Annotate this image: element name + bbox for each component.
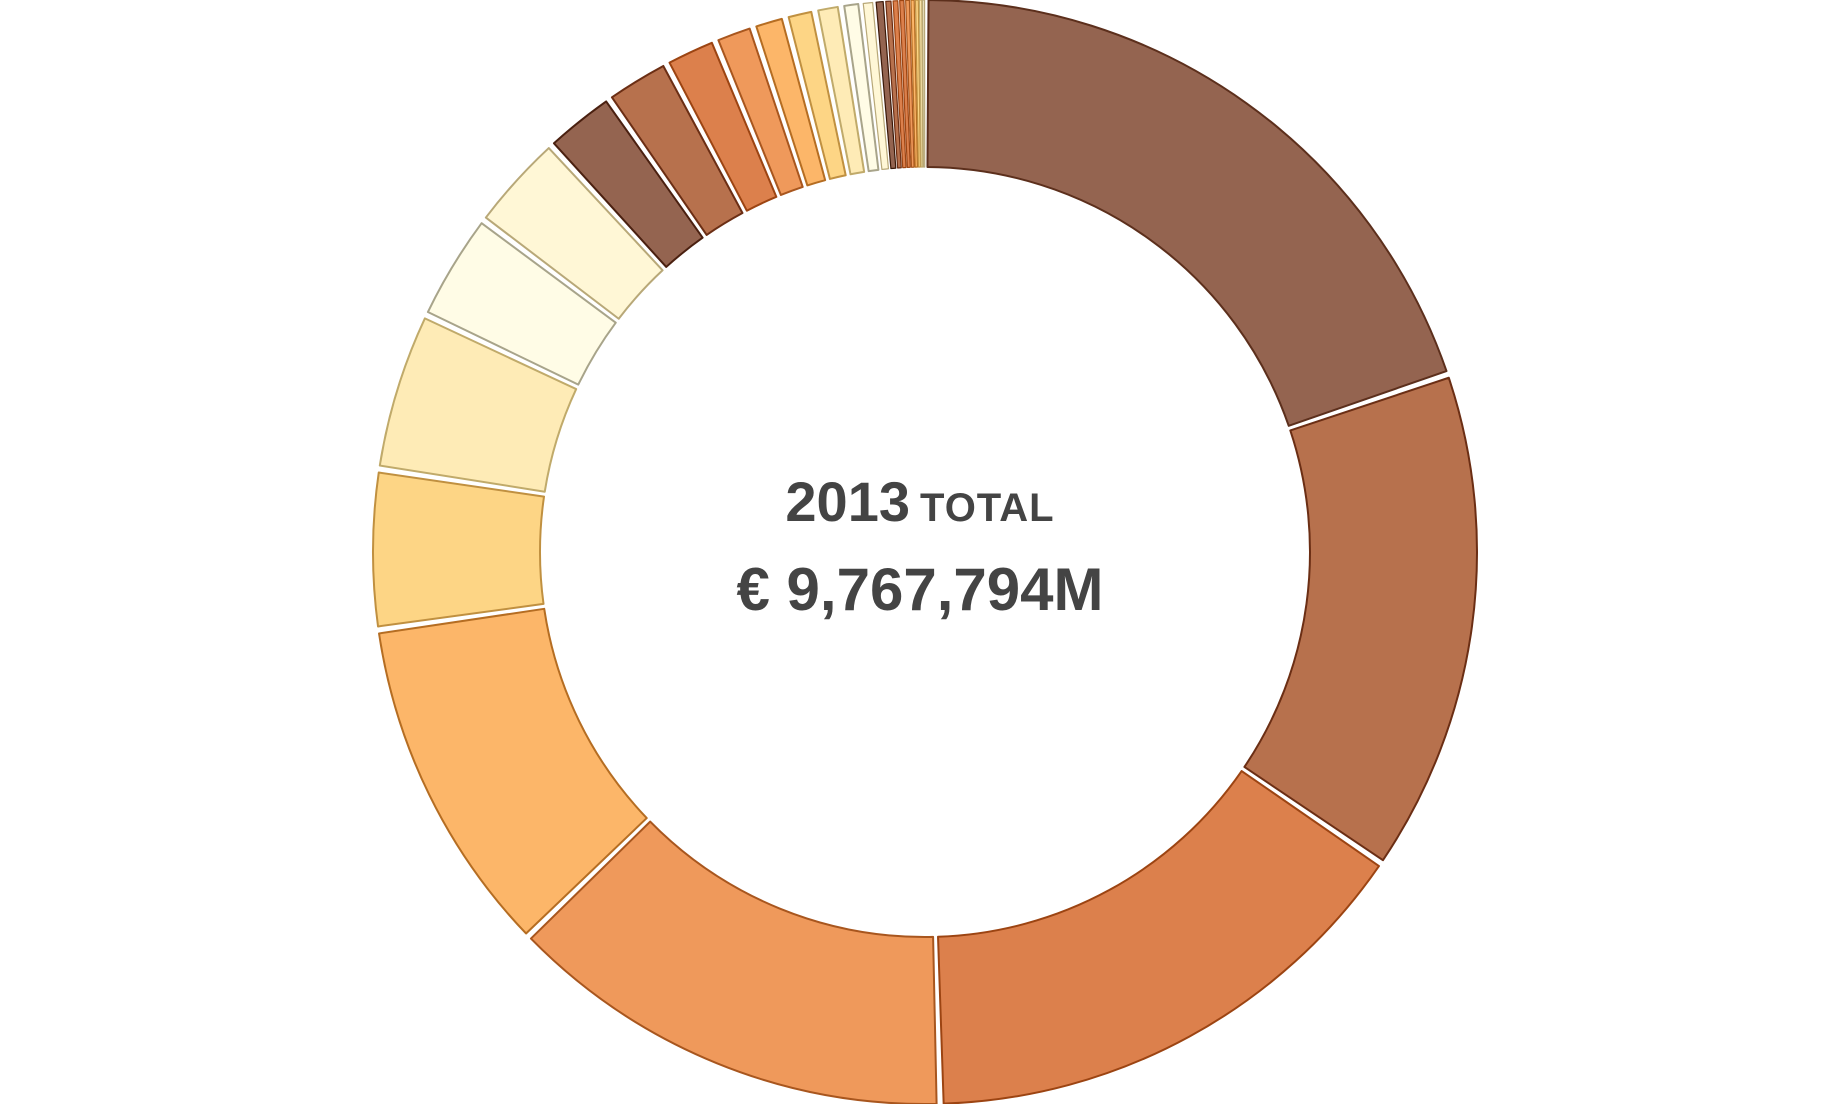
- donut-segment-5[interactable]: [378, 607, 648, 935]
- donut-segment-2[interactable]: [1243, 376, 1478, 862]
- donut-segment-10[interactable]: [552, 100, 704, 268]
- donut-segment-23[interactable]: [905, 0, 915, 168]
- donut-segment-22[interactable]: [899, 0, 911, 169]
- donut-segment-9[interactable]: [484, 147, 664, 320]
- donut-segment-27[interactable]: [922, 0, 926, 168]
- donut-segment-12[interactable]: [668, 41, 778, 212]
- donut-segment-20[interactable]: [885, 0, 902, 169]
- donut-segment-3[interactable]: [937, 770, 1380, 1104]
- donut-segment-16[interactable]: [817, 5, 866, 176]
- center-total-amount: € 9,767,794M: [736, 556, 1104, 623]
- donut-segment-11[interactable]: [610, 64, 744, 236]
- donut-segment-24[interactable]: [910, 0, 919, 168]
- donut-segment-14[interactable]: [755, 17, 827, 187]
- center-year: 2013: [785, 470, 910, 533]
- donut-segment-15[interactable]: [787, 10, 847, 180]
- donut-segment-6[interactable]: [372, 471, 546, 628]
- donut-segment-25[interactable]: [914, 0, 921, 168]
- donut-segment-26[interactable]: [918, 0, 924, 168]
- center-year-total: 2013 TOTAL: [0, 470, 1840, 540]
- donut-segment-19[interactable]: [875, 0, 897, 170]
- donut-segment-18[interactable]: [862, 1, 890, 171]
- donut-segment-17[interactable]: [843, 3, 880, 173]
- donut-segment-21[interactable]: [892, 0, 907, 169]
- donut-segment-13[interactable]: [717, 27, 804, 196]
- donut-segment-7[interactable]: [378, 317, 578, 493]
- donut-segment-1[interactable]: [926, 0, 1448, 427]
- donut-segment-8[interactable]: [426, 222, 617, 386]
- donut-segment-4[interactable]: [529, 820, 938, 1104]
- center-total-label: TOTAL: [919, 486, 1055, 530]
